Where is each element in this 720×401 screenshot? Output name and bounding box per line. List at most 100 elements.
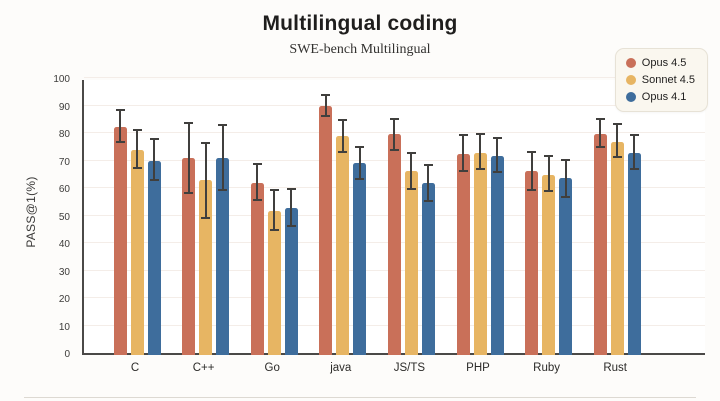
bottom-divider: [24, 397, 696, 398]
legend-item: Opus 4.1: [625, 91, 695, 103]
error-bar-cap: [321, 114, 331, 117]
error-bar-cap: [544, 154, 554, 157]
error-bar-cap: [115, 140, 125, 143]
bar-wrap: [284, 80, 298, 355]
gridline: [84, 77, 705, 78]
bar-wrap: [387, 80, 401, 355]
error-bar: [547, 155, 550, 192]
error-bar: [187, 122, 190, 193]
bar-wrap: [421, 80, 435, 355]
error-bar-cap: [132, 167, 142, 169]
error-bar-cap: [629, 168, 639, 171]
bar-wrap: [559, 80, 573, 355]
error-bar-cap: [423, 200, 433, 202]
legend-label: Opus 4.5: [641, 57, 687, 69]
bar-sonnet-4-5: [473, 152, 487, 355]
bar-wrap: [216, 80, 230, 355]
error-bar-cap: [252, 198, 262, 201]
error-bar-cap: [338, 118, 348, 121]
bar-sonnet-4-5: [404, 170, 418, 355]
error-bar: [204, 143, 207, 218]
bar-wrap: [627, 80, 641, 355]
bar-wrap: [182, 80, 196, 355]
error-bar: [324, 95, 327, 116]
error-bar-cap: [406, 151, 416, 154]
bar-wrap: [130, 80, 144, 355]
error-bar-cap: [629, 134, 639, 136]
error-bar: [256, 163, 259, 200]
bar-sonnet-4-5: [130, 150, 144, 355]
legend-label: Opus 4.1: [641, 91, 687, 103]
legend-item: Sonnet 4.5: [625, 74, 695, 86]
error-bar-cap: [492, 171, 502, 174]
error-bar: [496, 137, 498, 173]
error-bar: [153, 139, 155, 181]
bar-wrap: [267, 80, 281, 355]
bar-wrap: [353, 80, 367, 355]
error-bar-cap: [355, 178, 365, 180]
error-bar-cap: [475, 168, 485, 171]
y-tick-label: 70: [58, 156, 70, 168]
bar-opus-4-1: [353, 162, 367, 355]
error-bar: [616, 124, 619, 157]
legend-label: Sonnet 4.5: [641, 74, 695, 86]
x-tick-label: PHP: [466, 362, 490, 374]
bar-sonnet-4-5: [610, 141, 624, 355]
bar-group-js-ts: [387, 80, 435, 355]
error-bar-cap: [269, 228, 279, 231]
bar-group-ruby: [525, 80, 573, 355]
chart-title: Multilingual coding: [262, 12, 458, 35]
error-bar: [530, 151, 533, 190]
plot-area: [82, 77, 705, 355]
bar-wrap: [147, 80, 161, 355]
error-bar: [410, 152, 413, 189]
bar-wrap: [473, 80, 487, 355]
x-tick-label: java: [330, 362, 352, 374]
error-bar-cap: [338, 150, 348, 153]
error-bar-cap: [149, 179, 159, 182]
error-bar-cap: [184, 191, 194, 194]
bar-wrap: [456, 80, 470, 355]
bar-sonnet-4-5: [267, 210, 281, 355]
bar-opus-4-1: [421, 183, 435, 355]
bar-opus-4-5: [250, 183, 264, 355]
error-bar-cap: [149, 138, 159, 141]
error-bar-cap: [527, 150, 537, 153]
bar-opus-4-5: [387, 133, 401, 355]
y-tick-label: 60: [58, 184, 70, 195]
error-bar-cap: [544, 190, 554, 193]
error-bar: [462, 135, 464, 171]
error-bar: [427, 165, 430, 201]
x-tick-label: JS/TS: [393, 362, 426, 374]
error-bar-cap: [218, 189, 228, 191]
error-bar-cap: [458, 134, 468, 136]
legend-item: Opus 4.5: [625, 57, 695, 69]
error-bar-cap: [201, 216, 211, 219]
x-tick-label: Ruby: [533, 362, 561, 374]
error-bar-cap: [595, 117, 605, 120]
error-bar-cap: [286, 187, 296, 190]
bar-opus-4-1: [627, 152, 641, 355]
legend-marker-icon: [625, 75, 636, 85]
bar-opus-4-5: [319, 106, 333, 355]
error-bar-cap: [218, 124, 228, 127]
error-bar-cap: [252, 162, 262, 165]
gridline: [84, 104, 705, 106]
error-bar-cap: [595, 146, 605, 149]
error-bar-cap: [269, 189, 279, 191]
bar-group-go: [250, 80, 298, 355]
error-bar-cap: [561, 158, 571, 161]
bar-opus-4-1: [147, 161, 161, 355]
chart-subtitle: SWE-bench Multilingual: [289, 42, 431, 57]
bar-wrap: [336, 80, 350, 355]
legend-marker-icon: [625, 58, 636, 68]
bar-wrap: [593, 80, 607, 355]
bar-wrap: [542, 80, 556, 355]
y-tick-label: 100: [53, 74, 70, 85]
bar-group-php: [456, 80, 504, 355]
x-axis-labels: C C++ Go java JS/TS PHP Ruby Rust: [82, 362, 705, 378]
y-tick-label: 20: [58, 294, 70, 305]
y-tick-label: 40: [58, 239, 70, 250]
bar-sonnet-4-5: [199, 180, 213, 355]
